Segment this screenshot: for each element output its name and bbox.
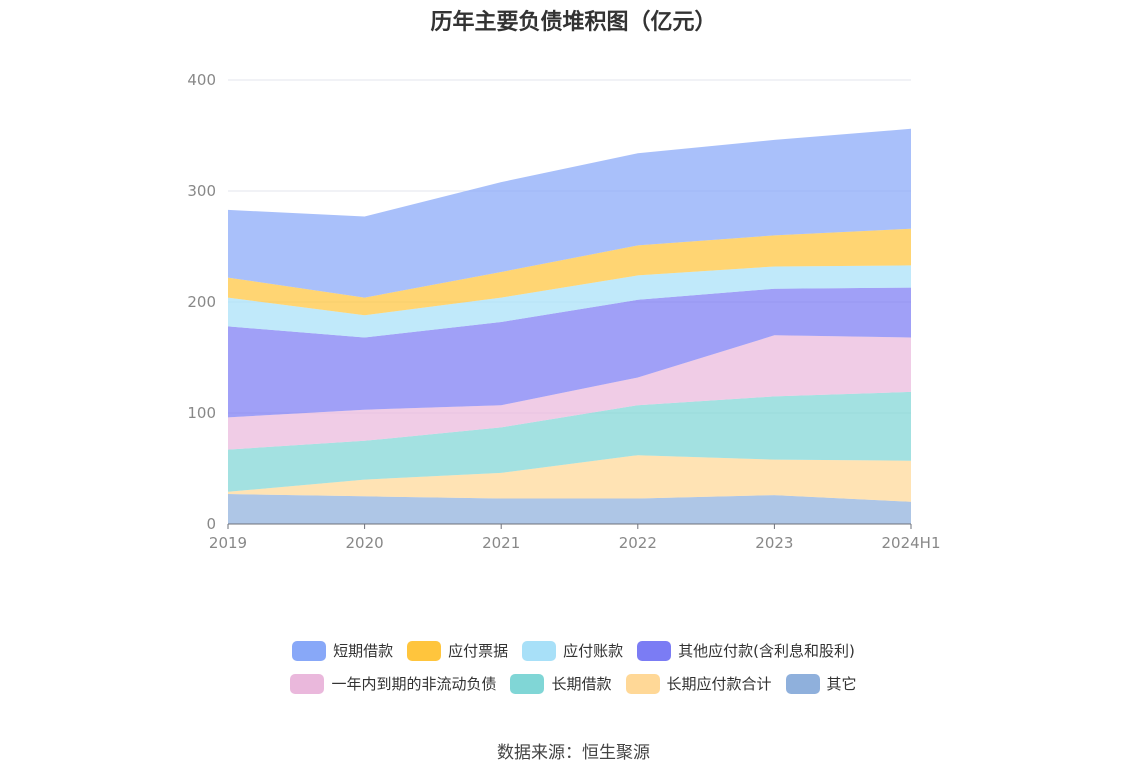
y-tick-label: 400: [187, 71, 216, 89]
y-tick-label: 0: [206, 515, 216, 533]
x-tick-label: 2020: [346, 534, 384, 552]
area-series-0[interactable]: [228, 494, 911, 524]
legend-swatch: [637, 640, 672, 661]
legend-item[interactable]: 短期借款: [292, 640, 393, 661]
x-tick-label: 2021: [482, 534, 520, 552]
legend-item[interactable]: 一年内到期的非流动负债: [290, 673, 496, 694]
legend-swatch: [510, 673, 545, 694]
y-tick-label: 300: [187, 182, 216, 200]
x-tick-label: 2022: [619, 534, 657, 552]
legend-label: 长期借款: [551, 675, 612, 693]
data-source: 数据来源：恒生聚源: [497, 743, 650, 763]
axes: 0 100 200 300 400 2019 2020 2021 2022 2023 2024H1: [187, 71, 940, 552]
legend-item[interactable]: 应付票据: [407, 640, 508, 661]
legend-swatch: [785, 673, 820, 694]
legend-label: 其它: [826, 675, 857, 693]
area-series: [228, 128, 911, 524]
x-tick-label: 2024H1: [882, 534, 941, 552]
legend-label: 应付账款: [563, 642, 624, 660]
area-series-2[interactable]: [228, 391, 911, 492]
area-series-6[interactable]: [228, 228, 911, 316]
legend-swatch: [407, 640, 442, 661]
stacked-area-chart: 0 100 200 300 400 2019 2020 2021 2022 2023 2024H1: [187, 71, 940, 552]
y-tick-label: 200: [187, 293, 216, 311]
area-series-7[interactable]: [228, 128, 911, 298]
area-series-5[interactable]: [228, 265, 911, 338]
legend-row-2: 一年内到期的非流动负债 长期借款 长期应付款合计 其它: [0, 673, 1147, 694]
legend-item[interactable]: 其他应付款(含利息和股利): [637, 640, 855, 661]
legend-label: 长期应付款合计: [666, 675, 772, 693]
legend-swatch: [290, 673, 325, 694]
legend-swatch: [522, 640, 557, 661]
area-series-3[interactable]: [228, 335, 911, 450]
area-series-4[interactable]: [228, 287, 911, 418]
legend-label: 其他应付款(含利息和股利): [678, 642, 855, 660]
legend-label: 短期借款: [333, 642, 394, 660]
x-tick-label: 2023: [755, 534, 793, 552]
legend-item[interactable]: 其它: [785, 673, 857, 694]
legend-item[interactable]: 长期借款: [510, 673, 612, 694]
chart-title: 历年主要负债堆积图（亿元）: [430, 10, 717, 35]
legend-swatch: [292, 640, 327, 661]
area-series-1[interactable]: [228, 455, 911, 502]
legend-item[interactable]: 长期应付款合计: [625, 673, 772, 694]
legend-label: 一年内到期的非流动负债: [331, 675, 497, 693]
legend-row-1: 短期借款 应付票据 应付账款 其他应付款(含利息和股利): [0, 640, 1147, 661]
legend-label: 应付票据: [448, 642, 509, 660]
legend-item[interactable]: 应付账款: [522, 640, 623, 661]
x-tick-label: 2019: [209, 534, 247, 552]
legend-swatch: [625, 673, 660, 694]
y-tick-label: 100: [187, 404, 216, 422]
